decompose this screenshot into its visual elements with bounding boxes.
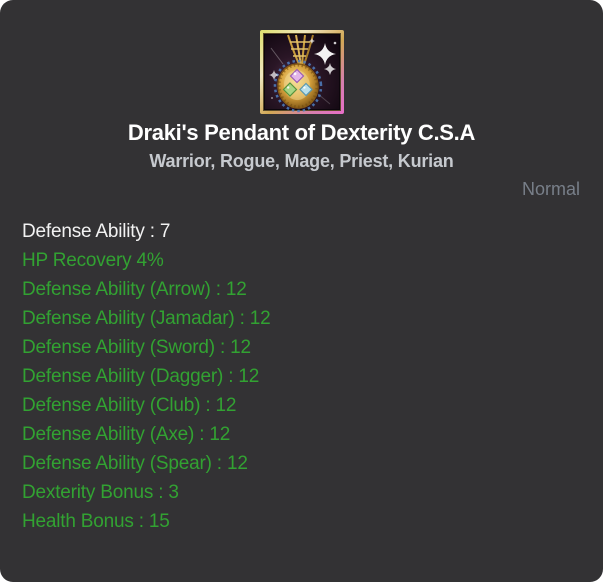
stat-line-defense-ability: Defense Ability : 7 (22, 221, 171, 242)
stat-line-hp-recovery: HP Recovery 4% (22, 250, 164, 271)
stat-line-defense-jamadar: Defense Ability (Jamadar) : 12 (22, 308, 271, 329)
item-title: Draki's Pendant of Dexterity C.S.A (127, 120, 476, 145)
stat-line-defense-spear: Defense Ability (Spear) : 12 (22, 453, 248, 474)
stat-line-defense-sword: Defense Ability (Sword) : 12 (22, 337, 251, 358)
item-grade-badge: Normal (521, 179, 580, 199)
stat-line-defense-dagger: Defense Ability (Dagger) : 12 (22, 366, 260, 387)
item-stats-list: Defense Ability : 7 HP Recovery 4% Defen… (0, 217, 603, 536)
item-icon-slot (259, 30, 344, 114)
stat-line-defense-arrow: Defense Ability (Arrow) : 12 (22, 279, 247, 300)
stat-line-dexterity-bonus: Dexterity Bonus : 3 (22, 482, 179, 503)
item-classes: Warrior, Rogue, Mage, Priest, Kurian (149, 151, 454, 171)
stat-line-defense-axe: Defense Ability (Axe) : 12 (22, 424, 231, 445)
stat-line-health-bonus: Health Bonus : 15 (22, 511, 170, 532)
dexterity-pendant-icon (259, 30, 344, 114)
stat-line-defense-club: Defense Ability (Club) : 12 (22, 395, 237, 416)
